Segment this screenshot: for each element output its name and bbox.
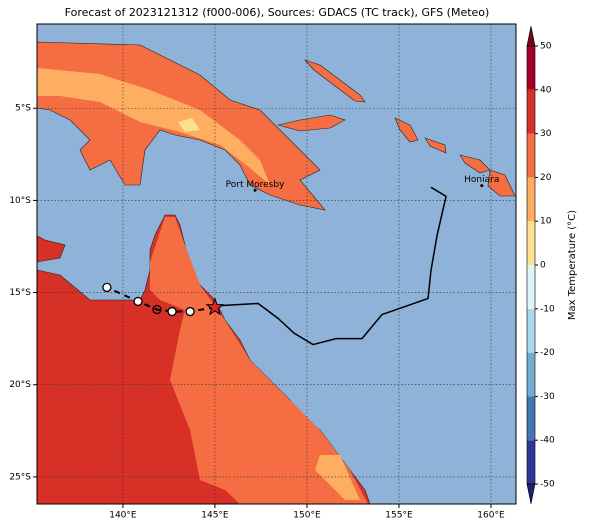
colorbar-tick-label: 40 xyxy=(540,85,552,95)
colorbar-segment xyxy=(527,133,535,178)
y-tick-label: 10°S xyxy=(9,196,31,206)
colorbar-segment xyxy=(527,352,535,397)
x-tick-label: 155°E xyxy=(385,511,413,521)
forecast-point xyxy=(167,306,177,317)
colorbar-tick-label: 10 xyxy=(540,217,552,227)
storm-position xyxy=(205,297,225,316)
colorbar-over xyxy=(526,25,536,47)
forecast-point xyxy=(185,306,195,317)
colorbar-tick-label: -50 xyxy=(540,480,555,490)
track-line xyxy=(214,186,447,346)
y-tick-label: 15°S xyxy=(9,288,31,298)
y-tick-label: 20°S xyxy=(9,380,31,390)
colorbar-tick-label: -40 xyxy=(540,436,555,446)
colorbar-under xyxy=(526,483,536,505)
colorbar-segment xyxy=(527,177,535,222)
colorbar-segment xyxy=(527,46,535,90)
colorbar-segment xyxy=(527,89,535,134)
colorbar-tick-label: 20 xyxy=(540,173,552,183)
colorbar-tick-label: 50 xyxy=(540,42,552,52)
place-label: Port Moresby xyxy=(226,180,285,190)
colorbar-segment xyxy=(527,308,535,353)
place-label: Honiara xyxy=(464,175,499,185)
colorbar-tick-label: -20 xyxy=(540,348,555,358)
y-tick-label: 5°S xyxy=(15,104,31,114)
colorbar-segment xyxy=(527,396,535,441)
colorbar-label: Max Temperature (°C) xyxy=(567,210,578,320)
land xyxy=(37,41,516,504)
colorbar-tick-label: -30 xyxy=(540,392,555,402)
place-dot xyxy=(480,184,484,188)
map-frame xyxy=(36,23,517,505)
x-tick-label: 140°E xyxy=(109,511,137,521)
colorbar-segment xyxy=(527,440,535,484)
colorbar-segment xyxy=(527,221,535,265)
forecast-point xyxy=(152,304,162,315)
colorbar-tick-label: -10 xyxy=(540,304,555,314)
x-tick-label: 160°E xyxy=(477,511,505,521)
y-tick-label: 25°S xyxy=(9,472,31,482)
colorbar-tick-label: 0 xyxy=(540,261,546,271)
x-tick-label: 150°E xyxy=(293,511,321,521)
forecast-point xyxy=(133,296,143,307)
x-tick-label: 145°E xyxy=(201,511,229,521)
title: Forecast of 2023121312 (f000-006), Sourc… xyxy=(65,6,490,19)
forecast-point xyxy=(102,282,112,293)
place-dot xyxy=(253,188,257,192)
colorbar-segment xyxy=(527,265,535,309)
colorbar-tick-label: 30 xyxy=(540,129,552,139)
